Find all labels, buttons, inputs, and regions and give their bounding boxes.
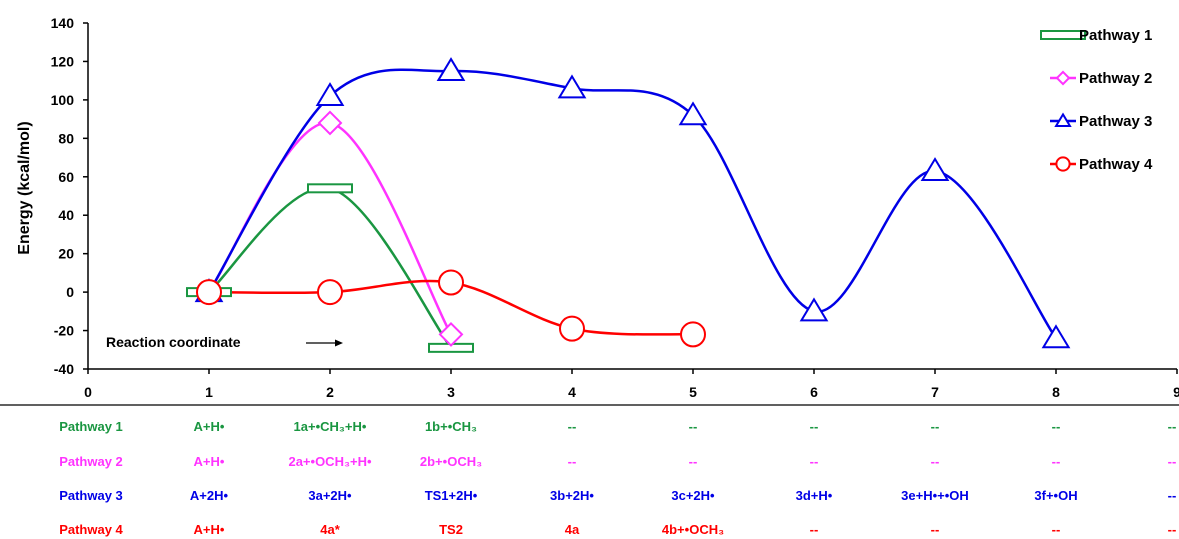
- table-cell: 2a+•OCH₃+H•: [288, 454, 371, 469]
- x-tick-label: 5: [689, 384, 697, 400]
- x-tick-label: 3: [447, 384, 455, 400]
- table-cell: --: [810, 454, 819, 469]
- pathway-3-point: [799, 297, 829, 322]
- table-cell: --: [810, 522, 819, 537]
- table-cell: A+H•: [194, 419, 225, 434]
- table-cell: --: [1168, 522, 1177, 537]
- table-cell: --: [810, 419, 819, 434]
- table-cell: 3c+2H•: [671, 488, 715, 503]
- table-cell: 3a+2H•: [308, 488, 352, 503]
- pathway-3-point: [436, 57, 466, 82]
- y-tick-label: 120: [51, 53, 75, 69]
- table-cell: A+H•: [194, 522, 225, 537]
- table-cell: A+H•: [194, 454, 225, 469]
- pathway-3-point: [678, 101, 708, 126]
- table-cell: 1b+•CH₃: [425, 419, 477, 434]
- pathway-4-point: [559, 315, 585, 342]
- table-cell: 3e+H•+•OH: [901, 488, 969, 503]
- legend-label-pathway-2: Pathway 2: [1079, 70, 1152, 87]
- reaction-coordinate-label: Reaction coordinate: [106, 334, 241, 350]
- pathway-4-point: [680, 321, 706, 348]
- x-tick-label: 2: [326, 384, 334, 400]
- chart-axes: 140 120 100 80 60 40 20 0 -20 -40 0 1 2 3 4 5 6 7 8 9: [51, 15, 1179, 400]
- table-cell: --: [931, 419, 940, 434]
- table-cell: TS1+2H•: [425, 488, 478, 503]
- y-tick-label: 140: [51, 15, 75, 31]
- table-cell: --: [1052, 454, 1061, 469]
- table-cell: 3f+•OH: [1034, 488, 1077, 503]
- table-cell: 3d+H•: [796, 488, 833, 503]
- table-cell: --: [568, 454, 577, 469]
- pathway-4-point: [196, 279, 222, 306]
- x-tick-label: 1: [205, 384, 213, 400]
- table-cell: 4b+•OCH₃: [662, 522, 724, 537]
- chart-markers: [186, 57, 1071, 353]
- legend-marker-pathway-2: [1055, 70, 1071, 86]
- legend-label-pathway-4: Pathway 4: [1079, 156, 1153, 173]
- y-tick-label: 100: [51, 92, 75, 108]
- table-cell: --: [931, 454, 940, 469]
- y-tick-label: -20: [54, 323, 74, 339]
- legend-marker-pathway-1: [1040, 30, 1086, 40]
- x-tick-label: 6: [810, 384, 818, 400]
- pathway-3-point: [1041, 324, 1071, 349]
- x-tick-label: 7: [931, 384, 939, 400]
- table-cell: 2b+•OCH₃: [420, 454, 482, 469]
- y-tick-label: 60: [58, 169, 74, 185]
- table-cell: --: [1168, 488, 1177, 503]
- table-cell: 3b+2H•: [550, 488, 594, 503]
- y-tick-label: 0: [66, 284, 74, 300]
- chart-legend: Pathway 1 Pathway 2 Pathway 3 Pathway 4: [1040, 27, 1153, 173]
- y-tick-label: -40: [54, 361, 74, 377]
- table-cell: --: [1052, 522, 1061, 537]
- x-tick-label: 4: [568, 384, 576, 400]
- pathway-2-point: [317, 110, 343, 136]
- table-cell: --: [689, 454, 698, 469]
- table-cell: --: [931, 522, 940, 537]
- legend-label-pathway-1: Pathway 1: [1079, 27, 1152, 44]
- table-cell: --: [689, 419, 698, 434]
- pathway-1-point: [307, 183, 353, 194]
- y-axis-label: Energy (kcal/mol): [16, 121, 33, 254]
- table-row-label: Pathway 3: [59, 488, 123, 503]
- table-cell: TS2: [439, 522, 463, 537]
- reaction-coordinate-annotation: Reaction coordinate: [106, 334, 343, 350]
- pathway-4-point: [317, 279, 343, 306]
- reaction-coordinate-arrowhead-icon: [335, 339, 343, 347]
- table-cell: 1a+•CH₃+H•: [294, 419, 367, 434]
- y-tick-label: 20: [58, 246, 74, 262]
- legend-marker-pathway-3: [1054, 112, 1072, 127]
- table-row-label: Pathway 4: [59, 522, 123, 537]
- x-tick-label: 0: [84, 384, 92, 400]
- table-cell: --: [1052, 419, 1061, 434]
- pathway-2-point: [438, 321, 464, 347]
- table-row-label: Pathway 1: [59, 419, 123, 434]
- y-tick-label: 40: [58, 207, 74, 223]
- y-tick-label: 80: [58, 130, 74, 146]
- table-cell: --: [1168, 419, 1177, 434]
- table-cell: A+2H•: [190, 488, 229, 503]
- chart-curves: [207, 68, 1058, 349]
- x-tick-label: 8: [1052, 384, 1060, 400]
- pathway-1-line: [208, 186, 452, 349]
- table-cell: 4a: [565, 522, 580, 537]
- table-cell: 4a*: [320, 522, 340, 537]
- pathway-3-point: [557, 74, 587, 99]
- table-cell: --: [1168, 454, 1177, 469]
- table-row-label: Pathway 2: [59, 454, 123, 469]
- legend-marker-pathway-4: [1055, 156, 1071, 172]
- x-tick-label: 9: [1173, 384, 1179, 400]
- pathway-3-point: [315, 82, 345, 107]
- pathway-4-point: [438, 269, 464, 296]
- table-cell: --: [568, 419, 577, 434]
- pathway-species-table: Pathway 1 A+H• 1a+•CH₃+H• 1b+•CH₃ -- -- -- -- --…: [0, 404, 1179, 537]
- pathway-3-point: [920, 157, 950, 182]
- legend-label-pathway-3: Pathway 3: [1079, 113, 1152, 130]
